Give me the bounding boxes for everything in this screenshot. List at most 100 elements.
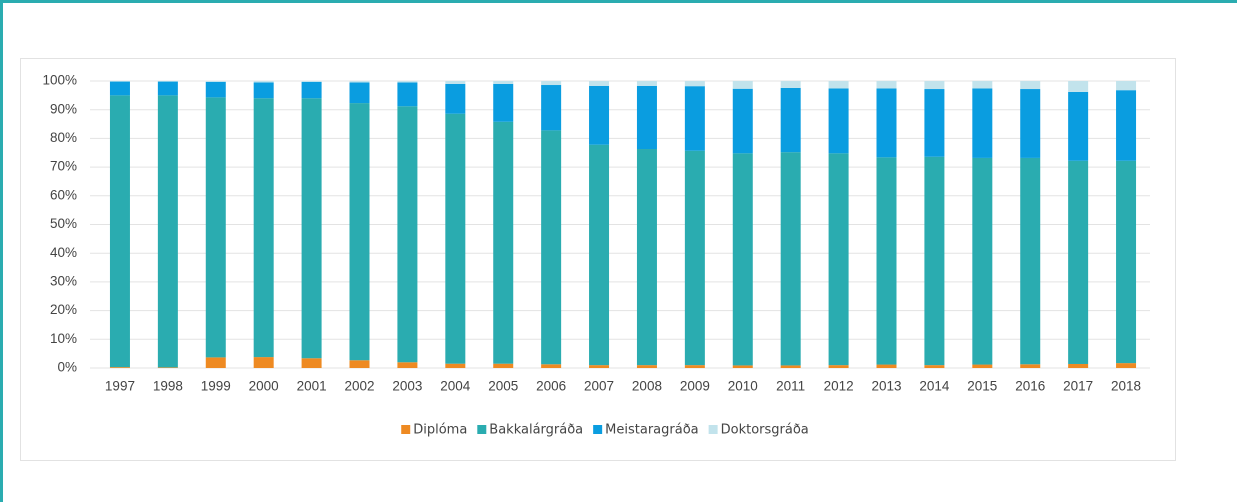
legend-swatch: [593, 425, 603, 434]
bar-segment: [157, 95, 178, 368]
bar-segment: [157, 367, 178, 368]
bar-segment: [1020, 157, 1041, 365]
x-tick-label: 2015: [967, 379, 997, 394]
bar-segment: [924, 81, 945, 90]
bar-segment: [1068, 160, 1089, 364]
bar-segment: [493, 121, 514, 364]
bar-segment: [349, 360, 370, 368]
bar-segment: [253, 357, 274, 368]
bar-segment: [636, 85, 657, 150]
y-tick-label: 70%: [50, 159, 77, 174]
bar-segment: [205, 97, 226, 358]
bar-segment: [589, 81, 610, 86]
x-tick-label: 2001: [297, 379, 327, 394]
bar-segment: [445, 81, 466, 84]
bar-segment: [301, 81, 322, 99]
bar-segment: [732, 81, 753, 89]
bar-segment: [109, 81, 130, 82]
bar-segment: [1116, 160, 1137, 364]
y-tick-label: 100%: [42, 73, 77, 88]
bar-segment: [1068, 81, 1089, 92]
bar-segment: [205, 81, 226, 82]
bar-segment: [636, 149, 657, 366]
x-tick-label: 2012: [824, 379, 854, 394]
bar-segment: [589, 85, 610, 145]
bar-segment: [684, 365, 705, 368]
bar-segment: [1020, 364, 1041, 368]
bar-segment: [253, 82, 274, 99]
bar-segment: [828, 365, 849, 368]
x-tick-label: 2003: [392, 379, 422, 394]
bar-segment: [349, 81, 370, 83]
x-tick-label: 2005: [488, 379, 518, 394]
legend-label: Diplóma: [413, 423, 467, 438]
y-tick-label: 10%: [50, 331, 77, 346]
bar-segment: [157, 81, 178, 96]
bar-segment: [301, 81, 322, 82]
x-tick-label: 2017: [1063, 379, 1093, 394]
bar-segment: [876, 88, 897, 158]
bar-segment: [397, 82, 418, 107]
bar-segment: [780, 152, 801, 366]
bar-segment: [301, 98, 322, 359]
bar-segment: [732, 88, 753, 154]
bar-segment: [397, 81, 418, 83]
bar-segment: [972, 81, 993, 89]
bar-segment: [541, 130, 562, 365]
bar-segment: [349, 103, 370, 361]
bar-segment: [636, 365, 657, 368]
x-tick-label: 2002: [344, 379, 374, 394]
bar-segment: [924, 156, 945, 366]
bar-segment: [493, 363, 514, 368]
bar-segment: [636, 81, 657, 86]
x-tick-label: 2000: [249, 379, 279, 394]
bar-segment: [1020, 89, 1041, 158]
x-tick-label: 1998: [153, 379, 183, 394]
bar-segment: [349, 82, 370, 104]
legend: Diplóma Bakkalárgráða Meistaragráða Doktors…: [401, 423, 809, 438]
bar-segment: [972, 157, 993, 365]
bar-segment: [1068, 91, 1089, 161]
bar-segment: [205, 357, 226, 368]
x-tick-label: 2011: [776, 379, 805, 394]
y-tick-label: 90%: [50, 101, 77, 116]
legend-label: Doktorsgráða: [721, 423, 809, 438]
x-tick-label: 2007: [584, 379, 614, 394]
bar-segment: [972, 364, 993, 368]
bar-segment: [1068, 363, 1089, 368]
bar-segment: [253, 81, 274, 83]
x-tick-label: 2016: [1015, 379, 1045, 394]
bar-segment: [493, 81, 514, 84]
bar-segment: [109, 95, 130, 368]
x-tick-label: 2008: [632, 379, 662, 394]
bar-segment: [541, 81, 562, 86]
bar-segment: [589, 365, 610, 368]
bar-segment: [253, 98, 274, 358]
legend-label: Meistaragráða: [605, 423, 698, 438]
bar-segment: [828, 153, 849, 366]
bar-segment: [684, 86, 705, 151]
legend-label: Bakkalárgráða: [489, 423, 583, 438]
bar-segment: [445, 113, 466, 364]
y-tick-label: 0%: [57, 360, 77, 375]
bar-segment: [493, 83, 514, 122]
bar-segment: [445, 83, 466, 114]
bar-segment: [876, 364, 897, 368]
x-tick-label: 2014: [919, 379, 950, 394]
bar-segment: [684, 150, 705, 366]
bar-segment: [397, 106, 418, 363]
x-tick-label: 2018: [1111, 379, 1141, 394]
x-tick-label: 2013: [871, 379, 901, 394]
y-tick-label: 50%: [50, 216, 77, 231]
bar-segment: [397, 362, 418, 368]
bar-segment: [732, 153, 753, 366]
x-tick-label: 2004: [440, 379, 471, 394]
bar-segment: [541, 85, 562, 131]
bar-segment: [828, 88, 849, 154]
y-tick-label: 80%: [50, 130, 77, 145]
bar-segment: [1116, 90, 1137, 161]
bar-segment: [876, 81, 897, 89]
bar-segment: [157, 81, 178, 82]
bar-segment: [109, 81, 130, 96]
